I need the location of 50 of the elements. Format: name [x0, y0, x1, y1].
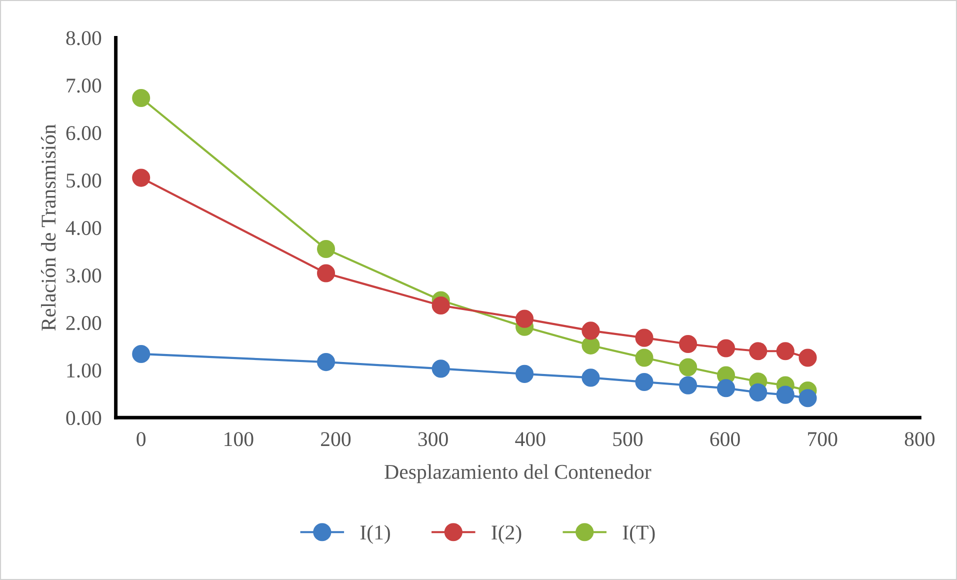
- point: [716, 339, 736, 358]
- point: [132, 88, 150, 108]
- point: [679, 358, 698, 376]
- y-tick-label: 7.00: [66, 78, 102, 93]
- y-tick-label: 5.00: [66, 174, 102, 188]
- point: [132, 168, 150, 187]
- y-tick-label: 2.00: [66, 316, 102, 330]
- y-axis-title: Relación de Transmisión: [40, 124, 56, 331]
- point: [516, 364, 534, 383]
- point: [635, 372, 654, 392]
- point: [679, 334, 698, 354]
- point: [316, 240, 336, 258]
- legend-label: I(1): [360, 524, 390, 544]
- y-tick-label: 4.00: [66, 221, 102, 236]
- point: [432, 296, 450, 315]
- point: [582, 368, 600, 387]
- point: [776, 342, 794, 360]
- point: [316, 264, 336, 282]
- point: [635, 328, 654, 347]
- x-tick-label: 700: [808, 432, 838, 446]
- y-tick-label: 0.00: [66, 410, 102, 426]
- y-tick-label: 6.00: [66, 126, 102, 140]
- point: [716, 379, 736, 398]
- y-tick-label: 1.00: [67, 363, 102, 378]
- point: [635, 348, 654, 367]
- point: [679, 376, 698, 394]
- x-tick-label: 300: [418, 432, 448, 446]
- point: [582, 322, 600, 340]
- point: [749, 342, 768, 360]
- point: [776, 386, 794, 404]
- y-tick-label: 3.00: [66, 268, 102, 283]
- point: [749, 383, 768, 402]
- x-axis-title: Desplazamiento del Contenedor: [384, 464, 652, 484]
- x-tick-label: 0: [136, 432, 146, 446]
- x-tick-label: 100: [224, 432, 254, 446]
- point: [316, 353, 336, 372]
- x-tick-label: 500: [613, 432, 643, 446]
- x-tick-label: 600: [710, 432, 740, 446]
- legend-label: I(T): [622, 524, 655, 544]
- point: [432, 360, 450, 378]
- x-tick-label: 400: [515, 432, 546, 446]
- y-tick-label: 8.00: [66, 31, 102, 46]
- point: [798, 348, 817, 367]
- point: [798, 389, 817, 408]
- point: [582, 336, 600, 354]
- point: [132, 344, 150, 363]
- x-tick-label: 200: [321, 432, 351, 446]
- legend-label: I(2): [492, 524, 522, 544]
- x-tick-label: 800: [904, 432, 935, 446]
- point: [516, 310, 534, 328]
